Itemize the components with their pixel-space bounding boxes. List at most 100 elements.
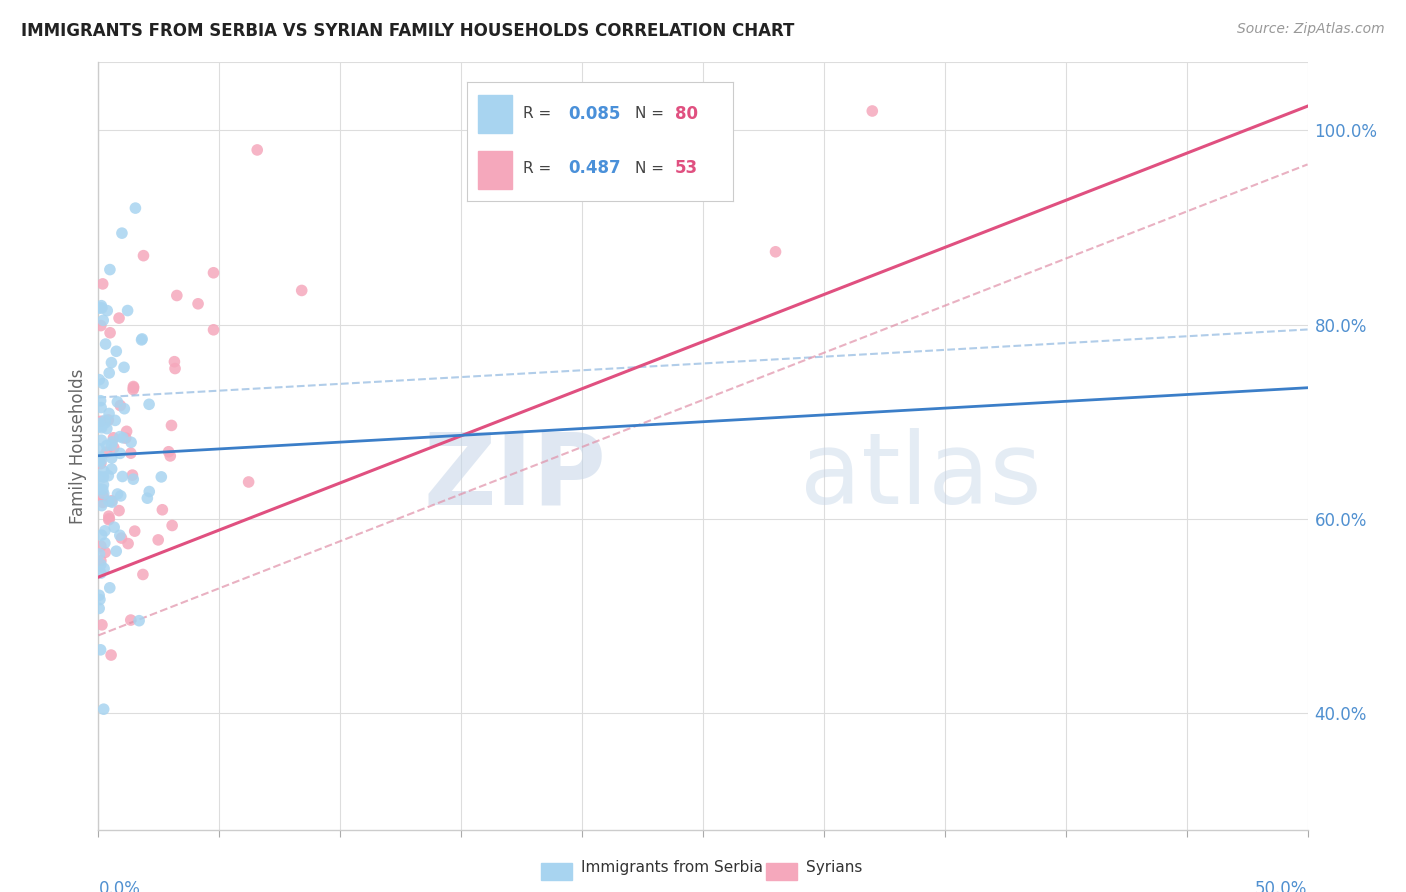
Text: ZIP: ZIP [423, 428, 606, 525]
Point [131, 333, 153, 347]
Point [124, 201, 146, 215]
Point [111, 469, 134, 483]
Point [120, 446, 142, 460]
Point [90, 539, 112, 553]
Point [90, 401, 112, 415]
Point [98, 326, 121, 340]
Text: 50.0%: 50.0% [1256, 880, 1308, 892]
Point [93, 478, 115, 492]
Point [246, 143, 269, 157]
Point [89, 301, 111, 315]
Point [111, 226, 134, 240]
Point [124, 524, 146, 538]
Point [94, 337, 117, 351]
Point [202, 323, 225, 337]
Point [131, 332, 153, 346]
Point [94, 416, 117, 430]
Point [89, 547, 111, 561]
Point [103, 441, 125, 455]
Point [89, 442, 111, 456]
Point [89, 419, 111, 434]
Point [91, 617, 114, 632]
Point [238, 475, 260, 489]
Point [860, 103, 883, 118]
Text: Source: ZipAtlas.com: Source: ZipAtlas.com [1237, 22, 1385, 37]
Point [97, 494, 120, 508]
Point [108, 528, 131, 542]
Point [91, 489, 114, 503]
Point [104, 413, 127, 427]
Point [91, 376, 114, 391]
Point [117, 536, 139, 550]
Text: atlas: atlas [800, 428, 1042, 525]
Point [90, 558, 112, 572]
Point [105, 344, 128, 359]
Point [108, 446, 131, 460]
Point [90, 393, 112, 408]
Point [89, 469, 111, 483]
Point [150, 470, 173, 484]
Point [94, 545, 117, 559]
Point [96, 445, 118, 459]
Point [100, 648, 122, 662]
Point [97, 468, 120, 483]
Point [105, 544, 128, 558]
Point [91, 277, 114, 291]
Point [96, 439, 118, 453]
Point [105, 395, 128, 409]
Point [202, 266, 225, 280]
Point [111, 431, 134, 445]
Point [97, 513, 120, 527]
Point [117, 303, 139, 318]
Point [103, 520, 125, 534]
Point [163, 354, 186, 368]
Point [100, 493, 122, 508]
Point [90, 414, 112, 428]
Point [110, 531, 132, 545]
Y-axis label: Family Households: Family Households [69, 368, 87, 524]
Point [90, 301, 112, 315]
Point [122, 379, 145, 393]
Point [101, 495, 124, 509]
Point [91, 483, 114, 497]
Point [115, 425, 138, 439]
Point [93, 470, 115, 484]
Text: Immigrants from Serbia: Immigrants from Serbia [581, 860, 762, 874]
Text: Syrians: Syrians [806, 860, 862, 874]
Point [98, 581, 121, 595]
Point [90, 554, 112, 568]
Point [100, 438, 122, 452]
Point [122, 472, 145, 486]
Point [160, 418, 183, 433]
Point [101, 434, 124, 449]
Point [166, 288, 188, 302]
Text: IMMIGRANTS FROM SERBIA VS SYRIAN FAMILY HOUSEHOLDS CORRELATION CHART: IMMIGRANTS FROM SERBIA VS SYRIAN FAMILY … [21, 22, 794, 40]
Point [112, 401, 135, 416]
Point [90, 457, 112, 471]
Point [90, 566, 112, 580]
Point [157, 444, 180, 458]
Point [91, 313, 114, 327]
Point [93, 486, 115, 500]
Point [90, 433, 112, 447]
Point [89, 373, 111, 387]
Point [110, 489, 132, 503]
Point [114, 431, 136, 445]
Point [90, 421, 112, 435]
Point [98, 407, 121, 421]
Point [96, 303, 118, 318]
Point [91, 495, 114, 509]
Point [93, 561, 115, 575]
Point [122, 383, 145, 397]
Point [93, 464, 115, 478]
Point [89, 450, 111, 465]
Point [93, 702, 115, 716]
Point [160, 518, 183, 533]
Point [96, 422, 118, 436]
Point [89, 417, 111, 431]
Point [90, 643, 112, 657]
Point [98, 366, 121, 380]
Point [108, 503, 131, 517]
Point [108, 311, 131, 326]
Point [100, 356, 122, 370]
